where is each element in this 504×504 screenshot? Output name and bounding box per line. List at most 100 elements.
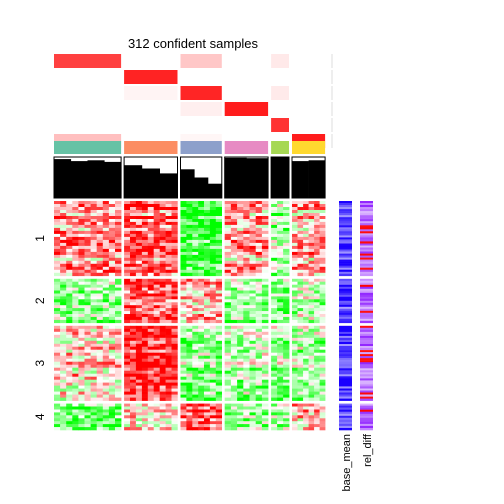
- rel-diff-cell: [360, 306, 373, 310]
- heatmap-cell: [115, 427, 122, 431]
- heatmap-cell: [90, 418, 97, 422]
- heatmap-cell: [165, 230, 172, 235]
- heatmap-cell: [237, 334, 244, 339]
- heatmap-cell: [308, 328, 315, 333]
- heatmap-cell: [308, 418, 315, 422]
- heatmap-cell: [130, 230, 137, 235]
- heatmap-cell: [141, 385, 149, 389]
- heatmap-cell: [186, 403, 193, 407]
- heatmap-cell: [171, 269, 178, 274]
- base-mean-cell: [339, 213, 352, 216]
- heatmap-cell: [303, 397, 309, 401]
- heatmap-cell: [297, 367, 304, 371]
- heatmap-cell: [130, 352, 137, 356]
- heatmap-cell: [283, 349, 290, 353]
- heatmap-cell: [84, 382, 91, 386]
- heatmap-cell: [180, 370, 187, 374]
- heatmap-cell: [297, 293, 304, 297]
- heatmap-cell: [204, 242, 211, 247]
- heatmap-cell: [230, 311, 238, 315]
- base-mean-cell: [339, 265, 352, 268]
- heatmap-cell: [255, 305, 263, 309]
- heatmap-cell: [303, 382, 309, 386]
- heatmap-cell: [124, 308, 131, 312]
- heatmap-cell: [180, 325, 187, 330]
- heatmap-cell: [78, 242, 85, 247]
- heatmap-cell: [283, 308, 290, 312]
- base-mean-cell: [339, 261, 352, 264]
- heatmap-cell: [303, 367, 309, 371]
- heatmap-cell: [84, 311, 91, 315]
- heatmap-cell: [84, 352, 91, 356]
- heatmap-cell: [314, 293, 320, 297]
- heatmap-cell: [54, 421, 61, 425]
- heatmap-cell: [115, 311, 122, 315]
- class-cell: [124, 141, 178, 154]
- heatmap-cell: [153, 251, 160, 256]
- heatmap-cell: [209, 421, 217, 425]
- heatmap-cell: [180, 272, 187, 277]
- heatmap-cell: [108, 397, 116, 401]
- heatmap-cell: [224, 248, 232, 253]
- heatmap-cell: [198, 224, 205, 229]
- heatmap-cell: [261, 257, 269, 262]
- heatmap-cell: [319, 379, 326, 383]
- heatmap-cell: [115, 382, 122, 386]
- heatmap-cell: [204, 245, 211, 250]
- heatmap-cell: [78, 230, 85, 235]
- heatmap-cell: [78, 364, 85, 368]
- heatmap-cell: [308, 219, 315, 223]
- heatmap-cell: [66, 346, 73, 350]
- heatmap-cell: [108, 412, 116, 416]
- heatmap-cell: [237, 257, 244, 262]
- heatmap-cell: [72, 373, 79, 377]
- heatmap-cell: [277, 221, 284, 226]
- heatmap-cell: [84, 296, 91, 300]
- heatmap-cell: [271, 248, 278, 253]
- heatmap-cell: [96, 254, 104, 259]
- heatmap-cell: [249, 418, 256, 422]
- heatmap-cell: [108, 299, 116, 303]
- heatmap-cell: [297, 248, 304, 253]
- heatmap-cell: [237, 207, 244, 211]
- heatmap-cell: [319, 251, 326, 256]
- heatmap-cell: [224, 305, 232, 309]
- heatmap-cell: [277, 358, 284, 362]
- heatmap-cell: [54, 409, 61, 413]
- heatmap-cell: [78, 424, 85, 428]
- heatmap-cell: [314, 403, 320, 407]
- heatmap-cell: [108, 302, 116, 306]
- heatmap-cell: [292, 207, 298, 211]
- heatmap-cell: [303, 299, 309, 303]
- heatmap-cell: [84, 236, 91, 241]
- heatmap-cell: [308, 290, 315, 294]
- heatmap-cell: [84, 340, 91, 345]
- heatmap-cell: [198, 236, 205, 241]
- heatmap-cell: [180, 427, 187, 431]
- heatmap-cell: [292, 296, 298, 300]
- heatmap-cell: [319, 216, 326, 220]
- heatmap-cell: [237, 427, 244, 431]
- heatmap-cell: [102, 349, 110, 353]
- heatmap-cell: [130, 239, 137, 244]
- rel-diff-cell: [360, 378, 373, 381]
- heatmap-cell: [255, 207, 263, 211]
- heatmap-cell: [204, 394, 211, 398]
- heatmap-cell: [292, 210, 298, 214]
- heatmap-cell: [192, 314, 199, 318]
- heatmap-cell: [102, 305, 110, 309]
- heatmap-cell: [204, 311, 211, 315]
- heatmap-cell: [66, 293, 73, 297]
- heatmap-cell: [102, 334, 110, 339]
- heatmap-cell: [90, 201, 97, 205]
- heatmap-cell: [297, 219, 304, 223]
- heatmap-cell: [303, 263, 309, 268]
- base-mean-cell: [339, 294, 352, 298]
- heatmap-cell: [54, 248, 61, 253]
- heatmap-cell: [66, 257, 73, 262]
- heatmap-cell: [319, 337, 326, 342]
- heatmap-cell: [153, 325, 160, 330]
- base-mean-cell: [339, 368, 352, 371]
- heatmap-cell: [102, 394, 110, 398]
- heatmap-cell: [237, 308, 244, 312]
